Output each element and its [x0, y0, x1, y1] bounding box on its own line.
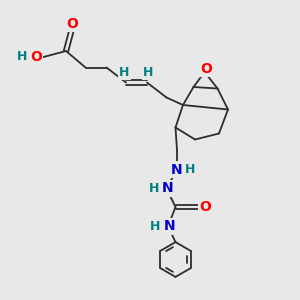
Text: H: H: [16, 50, 27, 64]
Text: N: N: [171, 163, 183, 176]
Text: H: H: [119, 66, 130, 80]
Text: H: H: [149, 182, 159, 195]
Text: H: H: [143, 66, 154, 80]
Text: O: O: [30, 50, 42, 64]
Text: N: N: [162, 182, 174, 195]
Text: O: O: [199, 200, 211, 214]
Text: O: O: [200, 62, 212, 76]
Text: O: O: [66, 17, 78, 31]
Text: N: N: [164, 220, 175, 233]
Text: H: H: [184, 163, 195, 176]
Text: H: H: [150, 220, 161, 233]
